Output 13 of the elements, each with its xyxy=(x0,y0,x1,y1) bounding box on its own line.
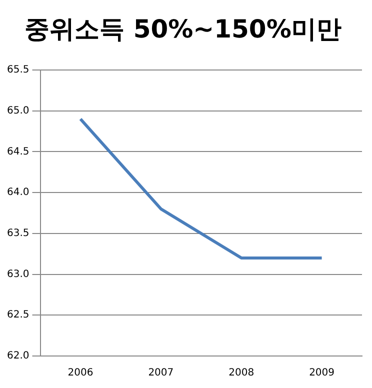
y-tick-label: 62.5 xyxy=(7,310,30,321)
x-tick-label: 2008 xyxy=(228,368,254,379)
x-tick-label: 2007 xyxy=(148,368,174,379)
x-tick-label: 2006 xyxy=(68,368,94,379)
y-tick-label: 65.5 xyxy=(7,64,30,76)
y-tick-label: 65.0 xyxy=(7,105,30,116)
y-tick-label: 63.5 xyxy=(7,228,30,240)
y-tick-label: 64.0 xyxy=(7,187,30,198)
y-tick-label: 62.0 xyxy=(7,350,30,362)
y-tick-label: 63.0 xyxy=(7,268,30,280)
chart-title: 중위소득 50%~150%미만 xyxy=(24,14,342,44)
x-tick-label: 2009 xyxy=(309,368,335,379)
y-tick-label: 64.5 xyxy=(7,146,30,158)
